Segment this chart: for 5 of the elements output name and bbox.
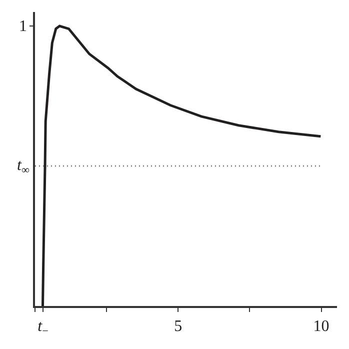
x-tick-label: 5 xyxy=(174,318,182,335)
x-tick-label: t$_{−}$ xyxy=(38,318,48,338)
x-tick-label: 10 xyxy=(313,318,330,335)
ref-line-label: t$_{∞}$ xyxy=(17,157,30,176)
text: 1 xyxy=(19,18,27,35)
